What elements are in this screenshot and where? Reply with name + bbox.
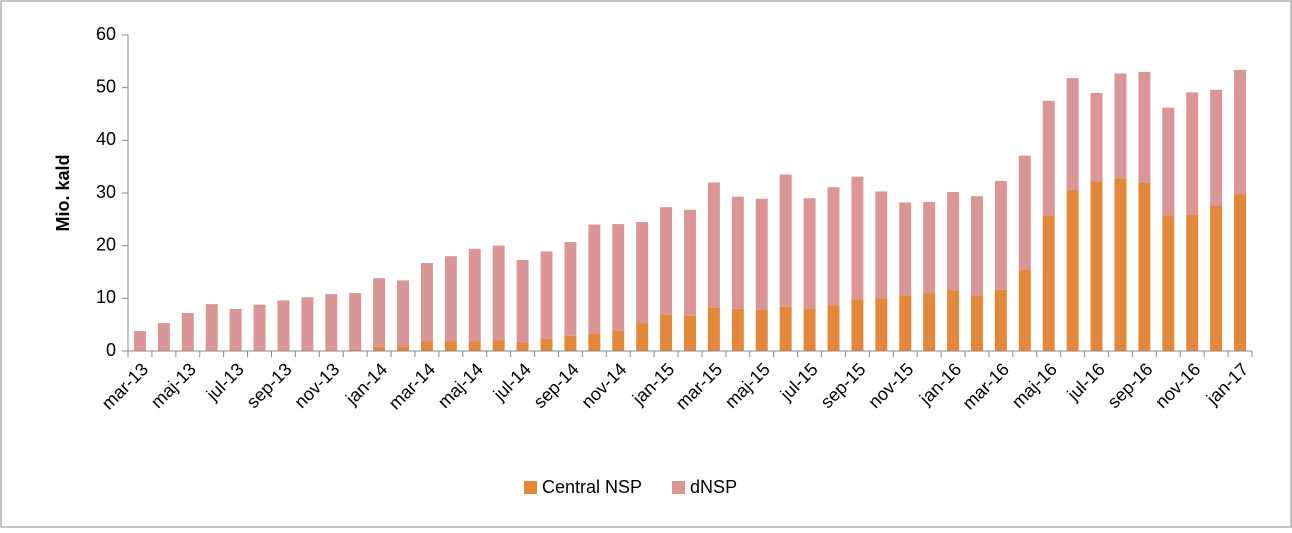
bar-segment — [779, 174, 792, 307]
bar-segment — [731, 308, 744, 351]
bar-segment — [707, 182, 720, 308]
bar-segment — [612, 224, 625, 331]
y-axis-title: Mio. kald — [53, 154, 73, 231]
bar-segment — [516, 259, 529, 343]
bar-segment — [157, 323, 170, 351]
bar-segment — [420, 341, 433, 351]
bar-segment — [588, 333, 601, 351]
bar-segment — [1090, 92, 1103, 182]
bar-segment — [971, 295, 983, 351]
bar-segment — [253, 304, 266, 351]
bar-segment — [540, 338, 553, 351]
bar-segment — [349, 349, 362, 351]
y-tick-label: 10 — [96, 287, 116, 307]
y-tick-label: 50 — [96, 76, 116, 96]
bar-segment — [923, 293, 936, 351]
bar-segment — [325, 294, 338, 351]
y-tick-label: 20 — [96, 234, 116, 254]
bar-segment — [947, 290, 960, 351]
bar-segment — [851, 299, 864, 351]
y-tick-label: 30 — [96, 182, 116, 202]
bar-segment — [1138, 182, 1151, 351]
bar-segment — [684, 315, 696, 351]
bar-segment — [373, 346, 386, 351]
bar-segment — [349, 293, 362, 350]
bar-segment — [540, 251, 553, 339]
bar-segment — [899, 202, 912, 296]
bar-segment — [994, 180, 1007, 290]
bar-segment — [133, 330, 146, 351]
bar-segment — [731, 196, 744, 309]
bar-segment — [492, 245, 505, 341]
bar-segment — [1090, 181, 1103, 351]
bar-segment — [1234, 69, 1247, 195]
bar-segment — [1186, 214, 1199, 351]
bar-segment — [612, 330, 625, 351]
bar-segment — [994, 289, 1007, 351]
y-tick-label: 60 — [96, 24, 116, 44]
bar-segment — [1186, 92, 1199, 215]
bar-segment — [899, 295, 912, 351]
bar-segment — [1162, 215, 1175, 351]
bar-segment — [588, 224, 601, 334]
bar-segment — [277, 300, 290, 351]
bar-segment — [1066, 78, 1079, 190]
bar-segment — [516, 342, 529, 351]
bar-segment — [1018, 269, 1031, 351]
bar-segment — [444, 341, 457, 351]
bar-segment — [444, 256, 457, 342]
bar-segment — [803, 198, 816, 309]
legend-swatch — [672, 481, 686, 494]
bar-segment — [636, 323, 649, 351]
bar-segment — [1162, 107, 1175, 216]
bar-segment — [1114, 73, 1127, 179]
bar-segment — [397, 346, 409, 351]
bar-segment — [660, 314, 673, 351]
bar-segment — [1018, 155, 1031, 270]
bar-segment — [181, 313, 194, 351]
bar-segment — [564, 241, 577, 336]
bar-segment — [301, 297, 314, 351]
bar-segment — [1210, 205, 1223, 351]
bar-segment — [205, 304, 218, 351]
bar-segment — [1210, 89, 1223, 206]
bar-segment — [420, 263, 433, 342]
legend-label: Central NSP — [542, 477, 642, 497]
bar-segment — [1234, 194, 1247, 351]
bar-segment — [1114, 178, 1127, 351]
bar-segment — [397, 280, 409, 347]
bar-segment — [684, 209, 696, 316]
bar-segment — [707, 307, 720, 351]
bar-segment — [468, 248, 481, 342]
bar-segment — [923, 201, 936, 294]
bar-segment — [1042, 100, 1055, 216]
bar-segment — [564, 335, 577, 351]
bar-segment — [875, 191, 888, 299]
bar-segment — [229, 308, 242, 351]
bar-segment — [1066, 189, 1079, 351]
bar-segment — [947, 191, 960, 291]
y-tick-label: 40 — [96, 129, 116, 149]
bar-segment — [660, 207, 673, 315]
bar-segment — [851, 176, 864, 300]
bar-segment — [373, 278, 386, 347]
bar-segment — [803, 308, 816, 351]
bar-segment — [827, 305, 840, 351]
bar-segment — [755, 198, 768, 310]
bar-segment — [492, 340, 505, 351]
bar-segment — [875, 298, 888, 351]
bar-segment — [971, 196, 983, 296]
legend-label: dNSP — [690, 477, 737, 497]
bar-segment — [779, 306, 792, 351]
y-tick-label: 0 — [106, 340, 116, 360]
legend-swatch — [524, 481, 537, 494]
bar-segment — [1138, 71, 1151, 183]
bar-segment — [468, 341, 481, 351]
bar-segment — [1042, 215, 1055, 351]
bar-segment — [827, 187, 840, 306]
bar-segment — [636, 221, 649, 324]
bar-segment — [755, 309, 768, 351]
